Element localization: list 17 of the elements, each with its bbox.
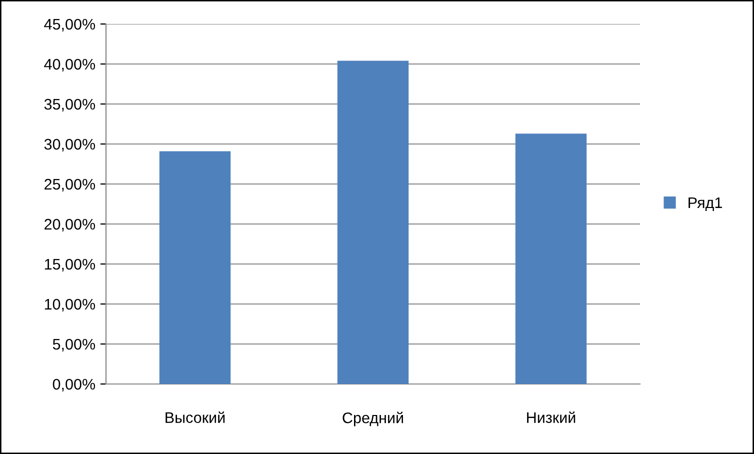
y-tick-label: 5,00%: [52, 338, 96, 352]
x-tick-label: Средний: [342, 412, 403, 426]
x-tick-label: Высокий: [166, 412, 225, 423]
y-tick-label: 40,00%: [44, 58, 96, 72]
legend-label: Ряд1: [688, 197, 722, 211]
y-tick-label: 30,00%: [44, 138, 96, 152]
y-tick-label: 25,00%: [44, 178, 96, 192]
bar: [515, 134, 587, 384]
y-tick-label: 0,00%: [52, 378, 96, 392]
y-tick-label: 15,00%: [44, 258, 96, 272]
y-tick-label: 45,00%: [44, 18, 96, 32]
y-tick-label: 10,00%: [44, 298, 96, 312]
x-tick-label: Низкий: [527, 412, 576, 423]
bar: [159, 151, 231, 384]
y-tick-label: 20,00%: [44, 218, 96, 232]
bar: [337, 60, 409, 384]
y-tick-label: 35,00%: [44, 98, 96, 112]
